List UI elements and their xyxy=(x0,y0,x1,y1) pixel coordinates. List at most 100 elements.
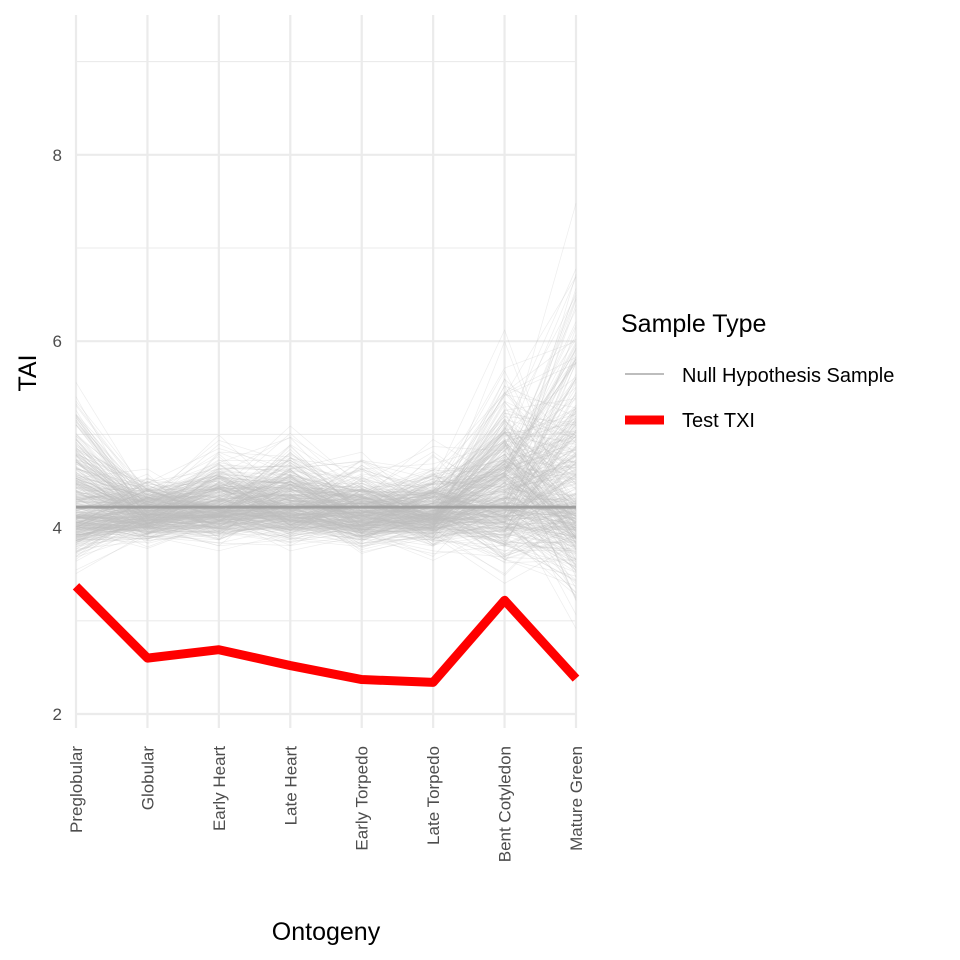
null-sample-line xyxy=(75,435,577,532)
null-sample-line xyxy=(75,513,577,542)
null-sample-line xyxy=(75,509,577,562)
null-sample-line xyxy=(75,461,577,531)
null-sample-line xyxy=(75,356,577,510)
null-sample-line xyxy=(75,455,577,529)
null-sample-line xyxy=(75,419,577,541)
null-sample-line xyxy=(75,495,577,541)
null-sample-line xyxy=(75,474,577,526)
null-sample-line xyxy=(75,391,577,518)
null-sample-line xyxy=(75,505,577,554)
null-sample-line xyxy=(75,468,577,543)
null-sample-line xyxy=(75,352,577,511)
null-sample-line xyxy=(75,410,577,578)
null-sample-line xyxy=(75,394,577,517)
null-sample-line xyxy=(75,503,577,521)
null-sample-line xyxy=(75,490,577,545)
grid xyxy=(74,15,578,728)
null-sample-line xyxy=(75,488,577,517)
null-sample-line xyxy=(75,381,577,503)
null-sample-line xyxy=(75,446,577,552)
x-tick-label: Mature Green xyxy=(567,746,586,851)
null-sample-line xyxy=(75,508,577,536)
null-sample-line xyxy=(75,417,577,524)
null-sample-line xyxy=(75,475,577,534)
null-sample-line xyxy=(75,471,577,561)
null-sample-line xyxy=(75,276,577,509)
null-sample-line xyxy=(75,452,577,538)
null-sample-line xyxy=(75,392,577,526)
null-sample-line xyxy=(75,341,577,524)
null-sample-line xyxy=(75,474,577,531)
null-sample-line xyxy=(75,428,577,530)
null-sample-line xyxy=(75,421,577,503)
null-sample-line xyxy=(75,516,577,558)
null-sample-line xyxy=(75,514,577,554)
null-sample-line xyxy=(75,327,577,532)
null-sample-line xyxy=(75,485,577,550)
null-sample-line xyxy=(75,502,577,553)
null-sample-line xyxy=(75,448,577,514)
null-sample-line xyxy=(75,426,577,545)
null-sample-line xyxy=(75,512,577,538)
null-sample-line xyxy=(75,391,577,542)
null-sample-line xyxy=(75,514,577,540)
null-sample-line xyxy=(75,458,577,528)
null-sample-line xyxy=(75,453,577,517)
null-sample-line xyxy=(75,510,577,530)
null-sample-line xyxy=(75,358,577,527)
null-sample-line xyxy=(75,464,577,538)
null-sample-line xyxy=(75,503,577,575)
null-sample-line xyxy=(75,459,577,543)
null-sample-line xyxy=(75,456,577,531)
legend: Sample Type Null Hypothesis Sample Test … xyxy=(621,310,894,432)
null-sample-line xyxy=(75,437,577,600)
null-sample-line xyxy=(75,474,577,524)
null-sample-line xyxy=(75,475,577,539)
null-sample-line xyxy=(75,488,577,539)
null-sample-line xyxy=(75,490,577,539)
x-tick-label: Late Torpedo xyxy=(424,746,443,845)
null-sample-line xyxy=(75,459,577,547)
legend-label-test-txi: Test TXI xyxy=(682,410,755,432)
null-sample-line xyxy=(75,439,577,541)
null-sample-line xyxy=(75,509,577,538)
null-sample-line xyxy=(75,496,577,539)
null-sample-line xyxy=(75,464,577,549)
x-tick-label: Globular xyxy=(138,746,157,811)
null-sample-line xyxy=(75,496,577,567)
null-sample-line xyxy=(75,477,577,554)
null-sample-line xyxy=(75,478,577,530)
null-sample-line xyxy=(75,342,577,520)
null-sample-line xyxy=(75,277,577,537)
null-sample-line xyxy=(75,444,577,570)
null-sample-line xyxy=(75,481,577,521)
null-sample-line xyxy=(75,376,577,534)
null-sample-line xyxy=(75,465,577,589)
null-sample-line xyxy=(75,340,577,531)
null-sample-line xyxy=(75,453,577,537)
null-sample-line xyxy=(75,401,577,527)
null-sample-line xyxy=(75,441,577,521)
null-sample-line xyxy=(75,440,577,543)
x-tick-label: Early Torpedo xyxy=(353,746,372,851)
null-sample-line xyxy=(75,502,577,540)
null-sample-line xyxy=(75,445,577,524)
null-sample-line xyxy=(75,512,577,550)
null-sample-line xyxy=(75,398,577,520)
null-sample-line xyxy=(75,468,577,515)
null-sample-line xyxy=(75,459,577,528)
null-sample-line xyxy=(75,439,577,523)
null-sample-line xyxy=(75,483,577,545)
null-sample-line xyxy=(75,476,577,553)
null-sample-line xyxy=(75,484,577,528)
null-sample-line xyxy=(75,466,577,523)
x-tick-label: Bent Cotyledon xyxy=(496,746,515,862)
y-tick-label: 4 xyxy=(53,519,62,538)
null-sample-line xyxy=(75,370,577,528)
null-sample-line xyxy=(75,501,577,547)
null-sample-line xyxy=(75,363,577,536)
null-sample-line xyxy=(75,501,577,537)
null-sample-line xyxy=(75,378,577,512)
null-sample-line xyxy=(75,502,577,540)
y-axis-title: TAI xyxy=(14,354,42,391)
